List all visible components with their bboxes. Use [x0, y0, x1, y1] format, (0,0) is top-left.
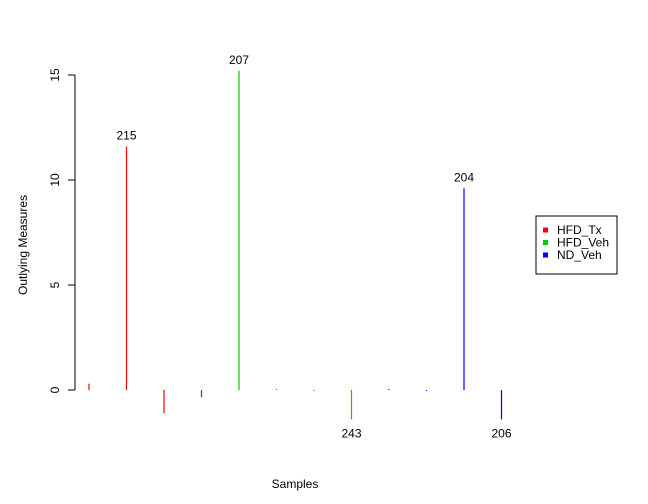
legend-box: [535, 215, 618, 275]
bar-data-label: 206: [491, 426, 511, 440]
x-axis-label: Samples: [272, 477, 319, 491]
legend-swatch: [543, 240, 548, 245]
y-tick-label: 0: [48, 386, 62, 393]
legend-swatch: [543, 227, 548, 233]
bar-labels-group: 215 207 243 204 206: [116, 53, 511, 441]
bar-data-label: 204: [454, 170, 474, 184]
legend-label: HFD_Tx: [557, 223, 602, 237]
y-tick-label: 10: [48, 173, 62, 187]
y-tick-label: 15: [48, 68, 62, 82]
y-tick-label: 5: [48, 281, 62, 288]
legend-swatch: [543, 252, 548, 258]
bar-data-label: 243: [341, 426, 361, 440]
legend-label: HFD_Veh: [557, 236, 609, 250]
bars-group: [88, 70, 503, 420]
bar-data-label: 207: [229, 53, 249, 67]
bar-data-label: 215: [116, 128, 136, 142]
y-axis-label: Outlying Measures: [16, 195, 30, 295]
legend-label: ND_Veh: [557, 248, 602, 262]
y-axis: 0 5 10 15: [48, 68, 76, 393]
